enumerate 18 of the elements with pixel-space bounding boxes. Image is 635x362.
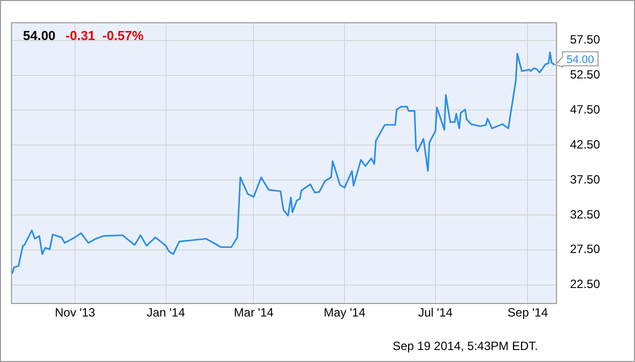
x-tick-label: Nov '13 [54,306,96,320]
x-tick-label: Mar '14 [234,306,274,320]
y-tick-label: 52.50 [570,68,600,82]
y-tick-label: 32.50 [570,207,600,222]
y-tick-label: 47.50 [570,102,600,117]
y-tick-label: 27.50 [570,242,600,256]
x-tick-label: Sep '14 [508,306,548,320]
y-tick-label: 37.50 [570,172,600,186]
x-tick-label: May '14 [324,306,366,320]
text: -0.31 -0.57% [66,28,144,43]
x-tick-label: Jul '14 [418,306,453,320]
text: Sep 19 2014, 5:43PM EDT. [392,339,538,353]
y-tick-label: 22.50 [570,277,600,292]
annotation: 54.00 [566,54,594,66]
x-tick-label: Jan '14 [146,306,186,320]
text: 54.00 [23,28,56,43]
y-tick-label: 57.50 [570,32,600,47]
y-tick-label: 42.50 [570,137,600,152]
